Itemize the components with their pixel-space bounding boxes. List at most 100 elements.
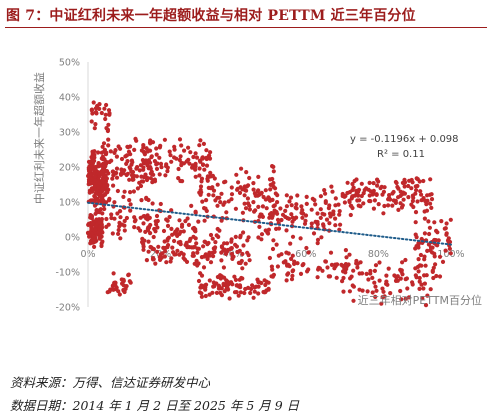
scatter-point (275, 217, 281, 222)
scatter-point (415, 264, 421, 269)
scatter-point (154, 213, 160, 219)
scatter-point (163, 173, 168, 178)
scatter-point (364, 271, 369, 276)
scatter-point (127, 279, 132, 284)
scatter-point (208, 232, 214, 238)
scatter-point (275, 264, 280, 269)
scatter-point (267, 212, 273, 217)
scatter-point (111, 183, 116, 188)
scatter-point (347, 252, 352, 257)
scatter-point (122, 228, 127, 233)
scatter-point (347, 190, 352, 195)
scatter-point (366, 277, 371, 282)
scatter-point (200, 162, 206, 167)
scatter-point (190, 165, 195, 170)
scatter-point (117, 292, 122, 297)
scatter-point (289, 256, 294, 261)
scatter-point (95, 191, 100, 196)
scatter-point (144, 258, 149, 263)
scatter-point (146, 249, 151, 254)
scatter-point (219, 191, 224, 196)
scatter-point (266, 286, 271, 291)
scatter-point (429, 205, 434, 210)
scatter-point (386, 203, 391, 208)
scatter-point (274, 242, 279, 247)
scatter-point (328, 214, 333, 219)
scatter-point (181, 252, 186, 257)
scatter-point (250, 283, 255, 288)
scatter-point (411, 204, 416, 210)
scatter-point (95, 179, 100, 184)
scatter-point (124, 215, 129, 221)
scatter-point (290, 253, 295, 258)
scatter-point (414, 235, 419, 240)
scatter-point (320, 268, 325, 273)
scatter-point (355, 261, 360, 266)
scatter-point (269, 274, 274, 279)
scatter-point (246, 285, 251, 290)
scatter-point (409, 186, 414, 191)
scatter-point (291, 268, 296, 273)
scatter-point (215, 203, 220, 208)
scatter-point (217, 228, 222, 233)
scatter-point (93, 195, 98, 200)
scatter-point (94, 111, 99, 116)
scatter-point (323, 191, 328, 196)
y-tick-label: 10% (59, 198, 80, 209)
scatter-point (251, 181, 256, 186)
scatter-point (284, 278, 289, 283)
scatter-point (114, 175, 120, 180)
scatter-point (153, 219, 158, 224)
scatter-point (126, 272, 131, 277)
scatter-point (129, 173, 135, 178)
scatter-point (138, 215, 143, 220)
scatter-point (153, 261, 158, 266)
scatter-point (428, 245, 434, 250)
scatter-point (409, 177, 414, 183)
scatter-point (410, 198, 415, 204)
scatter-point (223, 251, 228, 256)
scatter-point (242, 201, 247, 206)
scatter-point (229, 251, 235, 256)
scatter-point (169, 208, 174, 213)
scatter-point (221, 281, 226, 286)
scatter-point (132, 225, 137, 230)
scatter-point (391, 198, 396, 203)
scatter-point (95, 103, 100, 109)
scatter-point (198, 138, 203, 143)
scatter-point (92, 187, 97, 192)
scatter-point (240, 251, 245, 257)
scatter-point (148, 171, 153, 176)
scatter-point (193, 161, 198, 166)
scatter-point (169, 256, 174, 261)
scatter-point (106, 137, 111, 142)
scatter-point (347, 199, 352, 205)
scatter-point (197, 166, 202, 171)
scatter-point (404, 276, 409, 281)
scatter-point (267, 255, 272, 261)
scatter-point (346, 262, 351, 267)
scatter-point (303, 213, 309, 218)
scatter-point (118, 146, 123, 151)
scatter-point (207, 153, 212, 158)
scatter-point (99, 217, 104, 222)
date-note: 数据日期：2014 年 1 月 2 日至 2025 年 5 月 9 日 (10, 398, 300, 413)
scatter-point (88, 172, 93, 177)
scatter-point (357, 287, 362, 292)
scatter-point (107, 196, 112, 201)
scatter-point (339, 262, 344, 267)
trendline-equation: y = -0.1196x + 0.098 (350, 134, 459, 145)
scatter-point (96, 185, 101, 190)
scatter-point (188, 150, 193, 155)
scatter-point (261, 289, 266, 295)
scatter-point (145, 149, 150, 154)
scatter-point (382, 185, 387, 190)
scatter-point (207, 250, 212, 255)
scatter-point (94, 208, 99, 213)
scatter-point (348, 212, 353, 218)
scatter-point (87, 233, 92, 239)
scatter-point (421, 286, 426, 291)
scatter-point (447, 239, 453, 245)
scatter-point (371, 206, 376, 211)
scatter-point (163, 249, 168, 254)
